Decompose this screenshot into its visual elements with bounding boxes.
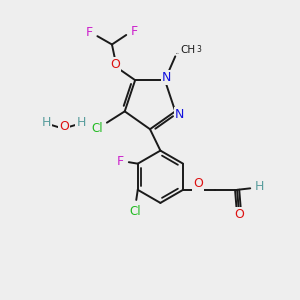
- Text: H: H: [76, 116, 86, 129]
- Text: F: F: [131, 25, 138, 38]
- Text: Cl: Cl: [129, 205, 141, 218]
- Text: N: N: [162, 71, 171, 84]
- Text: Cl: Cl: [92, 122, 103, 135]
- Text: N: N: [175, 108, 184, 122]
- Text: F: F: [116, 155, 124, 168]
- Text: 3: 3: [197, 45, 202, 54]
- Text: O: O: [59, 120, 69, 133]
- Text: O: O: [234, 208, 244, 221]
- Text: methyl: methyl: [181, 50, 186, 51]
- Text: O: O: [110, 58, 120, 71]
- Text: H: H: [255, 180, 264, 194]
- Text: CH: CH: [180, 45, 195, 55]
- Text: F: F: [86, 26, 93, 39]
- Text: O: O: [193, 177, 203, 190]
- Text: methyl: methyl: [176, 53, 181, 54]
- Text: H: H: [41, 116, 51, 129]
